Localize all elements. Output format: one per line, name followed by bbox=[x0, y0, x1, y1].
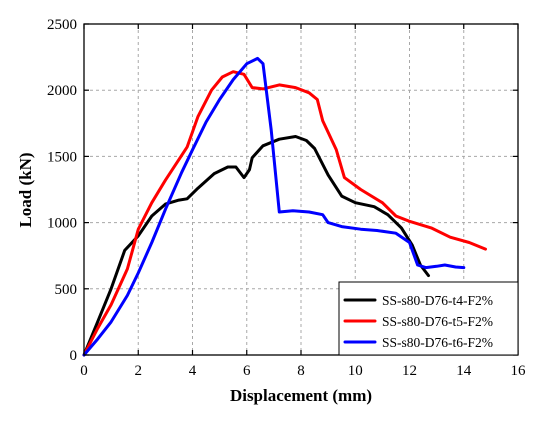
legend: SS-s80-D76-t4-F2% SS-s80-D76-t5-F2% SS-s80… bbox=[338, 281, 519, 356]
y-tick-label: 2500 bbox=[47, 17, 77, 33]
x-tick-label: 10 bbox=[348, 363, 363, 379]
y-tick-label: 1000 bbox=[47, 216, 77, 232]
series-layer bbox=[82, 56, 487, 357]
y-tick-label: 500 bbox=[55, 282, 78, 298]
legend-label-1: SS-s80-D76-t4-F2% bbox=[382, 293, 493, 308]
x-axis-title: Displacement (mm) bbox=[230, 386, 372, 405]
x-tick-label: 8 bbox=[297, 363, 305, 379]
x-tick-label: 0 bbox=[80, 363, 88, 379]
x-tick-label: 16 bbox=[511, 363, 527, 379]
x-tick-label: 14 bbox=[456, 363, 472, 379]
x-tick-label: 12 bbox=[402, 363, 417, 379]
series-line-2 bbox=[82, 70, 487, 357]
legend-label-3: SS-s80-D76-t6-F2% bbox=[382, 335, 493, 350]
series-line-1 bbox=[82, 135, 430, 357]
y-axis-title: Load (kN) bbox=[16, 152, 35, 227]
series-line-3 bbox=[82, 56, 466, 357]
y-tick-label: 0 bbox=[70, 348, 78, 364]
y-tick-label: 2000 bbox=[47, 83, 77, 99]
x-tick-label: 4 bbox=[189, 363, 197, 379]
y-tick-label: 1500 bbox=[47, 149, 77, 165]
x-tick-label: 6 bbox=[243, 363, 251, 379]
legend-label-2: SS-s80-D76-t5-F2% bbox=[382, 314, 493, 329]
x-tick-label: 2 bbox=[135, 363, 143, 379]
